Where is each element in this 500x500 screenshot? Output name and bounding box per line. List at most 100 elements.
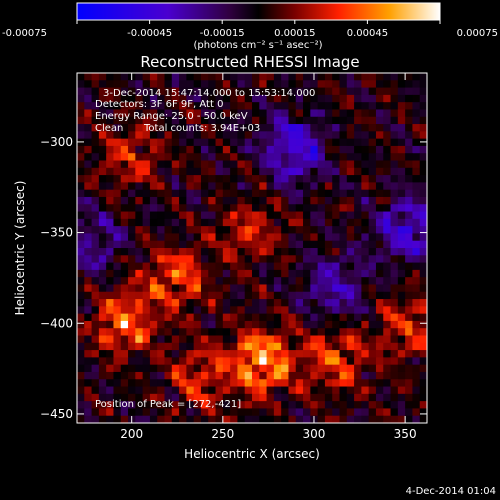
image-pixel (171, 408, 180, 417)
image-pixel (332, 226, 340, 234)
image-pixel (324, 393, 333, 402)
image-pixel (157, 415, 165, 423)
image-pixel (186, 226, 195, 234)
image-pixel (200, 415, 209, 423)
image-pixel (237, 240, 246, 249)
image-pixel (354, 109, 362, 118)
image-pixel (405, 124, 413, 132)
image-pixel (375, 371, 384, 380)
image-pixel (186, 342, 195, 351)
image-pixel (200, 175, 209, 183)
image-pixel (317, 218, 326, 227)
image-pixel (412, 364, 421, 373)
image-pixel (244, 124, 253, 132)
image-pixel (288, 386, 297, 395)
image-pixel (354, 94, 362, 103)
image-pixel (368, 196, 377, 205)
image-pixel (288, 269, 297, 278)
image-pixel (208, 167, 216, 176)
image-pixel (375, 87, 384, 96)
image-pixel (230, 371, 238, 380)
image-pixel (171, 401, 180, 409)
image-pixel (412, 240, 421, 249)
image-pixel (230, 189, 238, 198)
image-pixel (288, 342, 297, 351)
image-pixel (149, 284, 158, 293)
image-pixel (317, 94, 326, 103)
image-pixel (412, 94, 421, 103)
image-pixel (171, 124, 180, 132)
image-pixel (230, 175, 238, 183)
image-pixel (266, 145, 275, 154)
image-pixel (339, 386, 348, 395)
image-pixel (295, 350, 304, 358)
image-pixel (98, 393, 107, 402)
image-pixel (390, 386, 399, 395)
image-pixel (252, 211, 260, 220)
image-pixel (179, 335, 187, 344)
image-pixel (281, 284, 289, 293)
image-pixel (135, 226, 144, 234)
image-pixel (361, 87, 370, 96)
image-pixel (266, 291, 275, 300)
image-pixel (193, 262, 202, 271)
image-pixel (303, 306, 311, 315)
image-pixel (368, 342, 377, 351)
image-pixel (324, 269, 333, 278)
image-pixel (222, 153, 231, 161)
image-pixel (113, 320, 122, 329)
image-pixel (77, 116, 85, 125)
image-pixel (222, 189, 231, 198)
image-pixel (310, 386, 319, 395)
image-pixel (215, 94, 224, 103)
image-pixel (332, 145, 340, 154)
detectors-label: Detectors: 3F 6F 9F, Att 0 (95, 99, 223, 110)
image-pixel (419, 350, 427, 358)
image-pixel (157, 320, 165, 329)
image-pixel (412, 299, 421, 307)
image-pixel (332, 131, 340, 140)
image-pixel (295, 131, 304, 140)
image-pixel (179, 80, 187, 88)
image-pixel (186, 109, 195, 118)
image-pixel (91, 175, 100, 183)
image-pixel (383, 306, 391, 315)
image-pixel (186, 393, 195, 402)
image-pixel (215, 109, 224, 118)
image-pixel (222, 379, 231, 387)
image-pixel (252, 306, 260, 315)
image-pixel (383, 408, 391, 417)
image-pixel (354, 160, 362, 169)
image-pixel (419, 160, 427, 169)
image-pixel (237, 131, 246, 140)
image-pixel (193, 102, 202, 110)
image-pixel (310, 124, 319, 132)
image-pixel (252, 320, 260, 329)
image-pixel (164, 386, 173, 395)
image-pixel (332, 277, 340, 285)
image-pixel (186, 284, 195, 293)
image-pixel (346, 204, 355, 212)
image-pixel (208, 328, 216, 336)
image-pixel (288, 94, 297, 103)
image-pixel (91, 102, 100, 110)
image-pixel (288, 240, 297, 249)
image-pixel (193, 401, 202, 409)
image-pixel (332, 116, 340, 125)
image-pixel (200, 408, 209, 417)
image-pixel (419, 299, 427, 307)
image-pixel (266, 131, 275, 140)
image-pixel (295, 189, 304, 198)
image-pixel (310, 320, 319, 329)
image-pixel (419, 342, 427, 351)
image-pixel (164, 269, 173, 278)
image-pixel (113, 277, 122, 285)
image-pixel (266, 211, 275, 220)
image-pixel (397, 182, 406, 191)
image-pixel (383, 350, 391, 358)
image-pixel (120, 277, 129, 285)
image-pixel (128, 277, 136, 285)
y-tick-label: −350 (40, 226, 73, 240)
image-pixel (135, 80, 144, 88)
image-pixel (142, 328, 151, 336)
